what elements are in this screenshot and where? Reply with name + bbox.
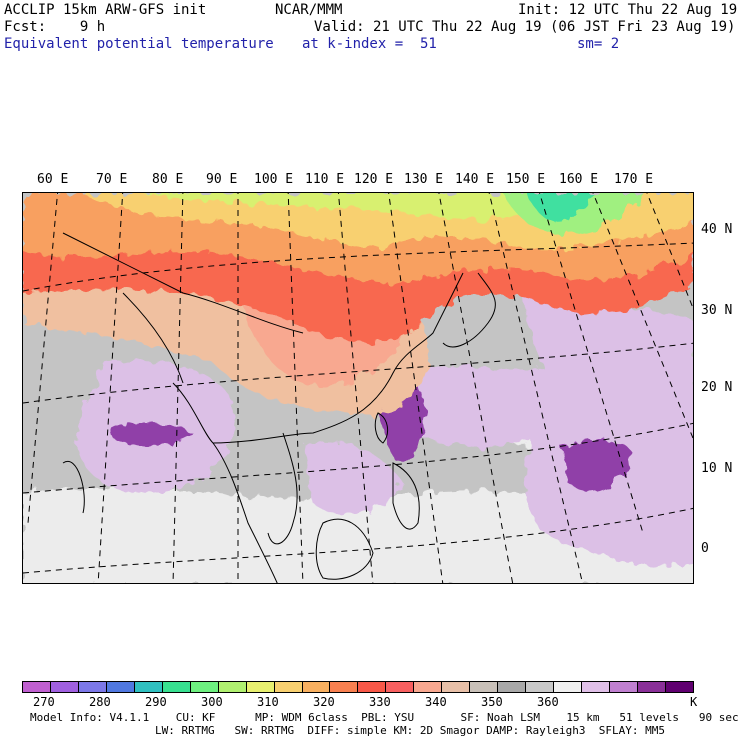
map-canvas [23, 193, 693, 583]
colorbar-swatch [526, 682, 555, 692]
meridian [592, 193, 693, 440]
parallel-30n [23, 242, 693, 292]
meridian [538, 193, 644, 534]
lat-label: 30 N [701, 303, 733, 318]
lon-label: 110 E [305, 172, 345, 187]
pacific-core [563, 438, 633, 492]
lon-label: 90 E [206, 172, 238, 187]
meridian [438, 193, 514, 583]
level-index: at k-index = 51 [302, 36, 437, 52]
colorbar-tick: 340 [425, 695, 447, 709]
west-pacific-moist [383, 364, 565, 447]
colorbar-swatch [582, 682, 611, 692]
field-name: Equivalent potential temperature [4, 36, 274, 52]
colorbar-tick: 300 [201, 695, 223, 709]
border-line [62, 232, 304, 384]
physics-info: LW: RRTMG SW: RRTMG DIFF: simple KM: 2D … [155, 724, 665, 737]
colorbar-unit: K [690, 695, 698, 709]
lat-label: 20 N [701, 380, 733, 395]
central-pacific-moist [523, 293, 693, 566]
cool-core [528, 193, 593, 222]
meridian [488, 193, 584, 583]
colorbar [22, 681, 694, 693]
colorbar-swatch [274, 682, 303, 692]
colorbar-swatch [386, 682, 415, 692]
colorbar-swatch [610, 682, 638, 692]
colorbar-swatch [498, 682, 527, 692]
valid-time: Valid: 21 UTC Thu 22 Aug 19 (06 JST Fri … [314, 19, 736, 35]
colorbar-tick: 330 [369, 695, 391, 709]
philippines-coast [392, 462, 420, 530]
colorbar-swatch [162, 682, 191, 692]
lat-label: 0 [701, 541, 709, 556]
coastline [267, 432, 298, 545]
colorbar-tick: 350 [481, 695, 503, 709]
colorbar-swatch [106, 682, 135, 692]
meridian [646, 193, 693, 310]
colorbar-swatch [302, 682, 331, 692]
taiwan-coast [374, 412, 389, 444]
forecast-hour: Fcst: 9 h [4, 19, 106, 35]
lon-label: 140 E [455, 172, 495, 187]
meridian [337, 193, 374, 583]
meridian [388, 193, 444, 583]
colorbar-swatch [554, 682, 583, 692]
lon-label: 150 E [506, 172, 546, 187]
colorbar-swatch [330, 682, 359, 692]
lon-label: 80 E [152, 172, 184, 187]
lat-label: 40 N [701, 222, 733, 237]
colorbar-swatch [358, 682, 387, 692]
init-time: Init: 12 UTC Thu 22 Aug 19 [518, 2, 738, 18]
lime-band [143, 193, 583, 220]
colorbar-swatch [470, 682, 499, 692]
lon-label: 70 E [96, 172, 128, 187]
colorbar-swatch [190, 682, 219, 692]
coastlines [62, 232, 496, 583]
lon-label: 120 E [354, 172, 394, 187]
ocean-light-area [23, 487, 693, 583]
colorbar-swatch [665, 682, 693, 692]
coastline [62, 460, 85, 514]
bay-bengal-core [113, 422, 193, 445]
colorbar-swatch [442, 682, 471, 692]
smoothing: sm= 2 [577, 36, 620, 52]
lon-label: 100 E [254, 172, 294, 187]
colorbar-tick: 270 [33, 695, 55, 709]
lon-label: 170 E [614, 172, 654, 187]
meridian [172, 193, 184, 583]
theta-e-map [22, 192, 694, 584]
meridian [287, 193, 304, 583]
colorbar-tick: 290 [145, 695, 167, 709]
graticule [23, 193, 693, 583]
colorbar-tick: 280 [89, 695, 111, 709]
colorbar-tick: 360 [537, 695, 559, 709]
colorbar-swatch [23, 682, 51, 692]
colorbar-swatch [637, 682, 666, 692]
colorbar-swatch [134, 682, 163, 692]
coastline [212, 272, 464, 444]
colorbar-tick: 310 [257, 695, 279, 709]
model-info: Model Info: V4.1.1 CU: KF MP: WDM 6class… [30, 711, 739, 724]
lon-label: 60 E [37, 172, 69, 187]
colorbar-tick: 320 [313, 695, 335, 709]
source-label: NCAR/MMM [275, 2, 343, 18]
colorbar-swatch [50, 682, 79, 692]
lat-label: 10 N [701, 461, 733, 476]
colorbar-swatch [218, 682, 247, 692]
borneo-coast [315, 518, 374, 580]
japan-coast [442, 272, 496, 348]
model-title: ACCLIP 15km ARW-GFS init [4, 2, 207, 18]
lon-label: 160 E [559, 172, 599, 187]
colorbar-swatch [78, 682, 107, 692]
china-salmon [243, 303, 403, 385]
meridian [27, 193, 59, 524]
colorbar-swatch [246, 682, 275, 692]
south-china-sea-moist [303, 440, 403, 514]
meridian [97, 193, 124, 583]
lon-label: 130 E [404, 172, 444, 187]
colorbar-swatch [414, 682, 443, 692]
coastline [172, 382, 278, 583]
